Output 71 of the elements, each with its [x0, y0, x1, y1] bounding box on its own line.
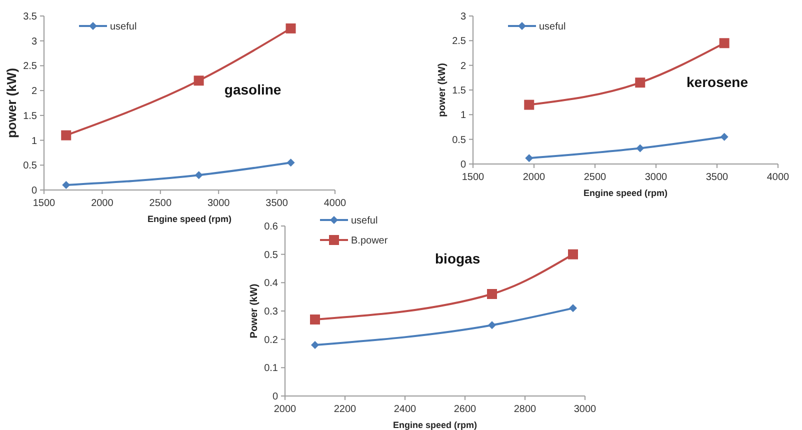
point — [569, 304, 577, 312]
x-tick-label: 3000 — [207, 198, 230, 209]
x-tick-label: 1500 — [32, 198, 56, 209]
y-tick-label: 1.5 — [23, 110, 38, 122]
point — [524, 100, 534, 110]
point — [568, 249, 578, 260]
x-tick-label: 3000 — [644, 172, 668, 183]
x-tick-label: 2000 — [274, 404, 297, 415]
y-tick-label: 0 — [31, 186, 38, 196]
legend-label: useful — [539, 22, 566, 32]
y-axis-title: power (kW) — [4, 68, 19, 138]
y-tick-label: 2.5 — [23, 61, 38, 72]
x-axis-title: Engine speed (rpm) — [147, 214, 232, 224]
annotation: gasoline — [224, 81, 282, 98]
point — [286, 158, 295, 167]
x-tick-label: 2500 — [149, 198, 172, 209]
y-tick-label: 0.1 — [264, 363, 278, 374]
point — [488, 321, 496, 330]
x-axis-title: Engine speed (rpm) — [392, 420, 478, 430]
y-tick-label: 0 — [460, 160, 466, 170]
point — [311, 341, 319, 349]
point — [286, 23, 296, 34]
y-tick-label: 0.2 — [264, 334, 278, 346]
point — [636, 144, 644, 152]
y-tick-label: 0.5 — [264, 250, 278, 261]
point — [487, 289, 497, 299]
y-tick-label: 3.5 — [23, 12, 38, 22]
y-tick-label: 3 — [31, 36, 38, 48]
point — [194, 171, 203, 180]
legend-label: useful — [351, 216, 378, 226]
y-tick-label: 0.5 — [23, 160, 38, 172]
x-tick-label: 3000 — [574, 404, 597, 415]
y-tick-label: 2.5 — [452, 36, 466, 48]
legend-label: B.power — [351, 236, 388, 246]
y-tick-label: 1.5 — [452, 86, 466, 96]
x-tick-label: 2800 — [514, 404, 537, 415]
x-tick-label: 1500 — [462, 172, 485, 183]
x-tick-label: 4000 — [766, 172, 790, 183]
point — [525, 154, 534, 162]
x-tick-label: 2200 — [334, 404, 357, 415]
point — [310, 314, 320, 324]
x-tick-label: 2000 — [91, 198, 114, 209]
point — [720, 132, 728, 141]
x-tick-label: 3500 — [706, 172, 729, 183]
x-tick-label: 2000 — [522, 172, 546, 183]
y-tick-label: 2 — [460, 60, 466, 72]
y-tick-label: 1 — [31, 136, 38, 147]
x-axis-title: Engine speed (rpm) — [583, 188, 668, 198]
point — [194, 76, 204, 86]
x-tick-label: 2600 — [454, 404, 477, 415]
y-axis-title: power (kW) — [437, 63, 448, 117]
x-tick-label: 2400 — [394, 404, 417, 415]
y-tick-label: 0 — [272, 392, 278, 402]
y-axis-title: Power (kW) — [249, 284, 260, 338]
y-tick-label: 2 — [31, 86, 38, 98]
x-tick-label: 4000 — [324, 198, 347, 209]
annotation: kerosene — [686, 74, 748, 90]
point — [719, 38, 730, 48]
annotation: biogas — [435, 250, 480, 266]
y-tick-label: 0.4 — [264, 278, 278, 290]
point — [62, 181, 70, 190]
point — [61, 130, 72, 140]
legend-label: useful — [110, 22, 137, 32]
point — [635, 78, 646, 88]
y-tick-label: 0.5 — [452, 134, 466, 146]
x-tick-label: 3500 — [266, 198, 288, 209]
y-tick-label: 1 — [460, 110, 466, 122]
y-tick-label: 3 — [460, 12, 466, 22]
y-tick-label: 0.3 — [264, 306, 278, 318]
y-tick-label: 0.6 — [264, 222, 278, 232]
x-tick-label: 2500 — [584, 172, 607, 183]
